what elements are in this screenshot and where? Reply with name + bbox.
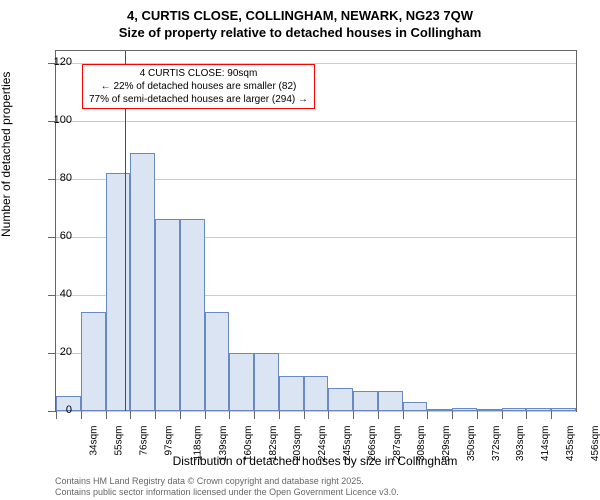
y-tick [48,411,56,412]
x-tick-label: 350sqm [466,426,477,462]
x-tick [328,411,329,419]
y-tick-label: 100 [54,114,72,126]
chart-container: 4, CURTIS CLOSE, COLLINGHAM, NEWARK, NG2… [0,0,600,500]
x-tick-label: 34sqm [89,426,100,456]
y-tick-label: 20 [60,346,72,358]
grid-line [56,121,576,122]
histogram-bar [254,353,279,411]
histogram-bar [551,408,576,411]
x-tick [81,411,82,419]
x-tick-label: 182sqm [268,426,279,462]
y-tick-label: 80 [60,172,72,184]
y-tick-label: 120 [54,56,72,68]
x-tick [130,411,131,419]
x-tick [254,411,255,419]
histogram-bar [180,219,205,411]
x-tick-label: 414sqm [540,426,551,462]
histogram-bar [477,409,502,411]
x-tick-label: 393sqm [515,426,526,462]
annotation-line2: ← 22% of detached houses are smaller (82… [101,81,297,92]
title-line1: 4, CURTIS CLOSE, COLLINGHAM, NEWARK, NG2… [127,8,473,23]
y-tick-label: 0 [66,404,72,416]
footer-text: Contains HM Land Registry data © Crown c… [55,476,399,498]
y-tick [48,353,56,354]
x-tick [551,411,552,419]
x-tick [502,411,503,419]
histogram-bar [155,219,180,411]
y-tick [48,179,56,180]
histogram-bar [279,376,304,411]
x-tick [427,411,428,419]
x-tick [279,411,280,419]
footer-line2: Contains public sector information licen… [55,487,399,497]
histogram-bar [502,408,527,411]
histogram-bar [328,388,353,411]
histogram-bar [353,391,378,411]
x-tick-label: 97sqm [163,426,174,456]
histogram-bar [378,391,403,411]
histogram-bar [106,173,131,411]
x-tick-label: 139sqm [218,426,229,462]
x-tick [353,411,354,419]
x-tick [304,411,305,419]
x-tick-label: 329sqm [441,426,452,462]
x-tick-label: 308sqm [416,426,427,462]
histogram-bar [427,409,452,411]
x-tick [205,411,206,419]
y-tick-label: 40 [60,288,72,300]
x-tick-label: 372sqm [491,426,502,462]
x-tick [56,411,57,419]
x-tick [477,411,478,419]
y-tick-label: 60 [60,230,72,242]
histogram-bar [205,312,230,411]
annotation-line1: 4 CURTIS CLOSE: 90sqm [140,68,258,79]
plot-area: 4 CURTIS CLOSE: 90sqm ← 22% of detached h… [55,50,577,412]
x-tick [452,411,453,419]
x-tick-label: 118sqm [193,426,204,461]
histogram-bar [403,402,428,411]
histogram-bar [452,408,477,411]
x-tick-label: 245sqm [342,426,353,462]
annotation-box: 4 CURTIS CLOSE: 90sqm ← 22% of detached h… [82,64,315,109]
x-tick [229,411,230,419]
annotation-line3: 77% of semi-detached houses are larger (… [89,94,308,105]
footer-line1: Contains HM Land Registry data © Crown c… [55,476,364,486]
x-tick-label: 266sqm [367,426,378,462]
grid-line [56,411,576,412]
x-tick-label: 287sqm [392,426,403,462]
histogram-bar [130,153,155,411]
x-tick-label: 456sqm [590,426,600,462]
y-tick [48,295,56,296]
x-tick [403,411,404,419]
y-axis-title: Number of detached properties [0,72,13,237]
chart-title: 4, CURTIS CLOSE, COLLINGHAM, NEWARK, NG2… [0,0,600,42]
histogram-bar [81,312,106,411]
x-tick [378,411,379,419]
x-tick-label: 160sqm [243,426,254,462]
x-tick [155,411,156,419]
histogram-bar [229,353,254,411]
x-tick-label: 224sqm [317,426,328,462]
title-line2: Size of property relative to detached ho… [119,25,482,40]
histogram-bar [304,376,329,411]
x-tick-label: 203sqm [293,426,304,462]
x-tick [180,411,181,419]
x-tick-label: 435sqm [565,426,576,462]
x-tick-label: 76sqm [138,426,149,456]
x-tick-label: 55sqm [114,426,125,456]
y-tick [48,237,56,238]
histogram-bar [526,408,551,411]
x-tick [106,411,107,419]
x-tick [526,411,527,419]
